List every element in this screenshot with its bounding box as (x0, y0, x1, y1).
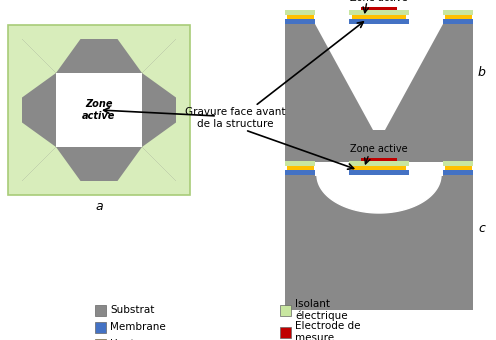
Bar (285, 10, 315, 15)
Bar (349, 19, 409, 24)
Text: b: b (478, 66, 486, 79)
Bar (287, 15, 313, 19)
Text: Heater: Heater (110, 339, 145, 340)
Bar (285, 170, 315, 175)
Polygon shape (118, 147, 176, 181)
Bar (287, 166, 313, 170)
Bar (285, 161, 315, 166)
Polygon shape (142, 39, 176, 98)
Text: Isolant
électrique: Isolant électrique (295, 299, 348, 321)
Bar (443, 10, 473, 15)
Bar (352, 166, 406, 170)
Text: Membrane: Membrane (110, 322, 166, 332)
Polygon shape (22, 39, 80, 73)
Polygon shape (22, 147, 80, 181)
Bar (95, 322, 106, 333)
Bar (280, 305, 291, 316)
Bar (56, 73, 142, 147)
Text: Substrat: Substrat (110, 305, 154, 315)
Bar (349, 161, 409, 166)
Bar (361, 158, 397, 161)
Text: Zone active: Zone active (350, 0, 408, 3)
Bar (22, 39, 176, 181)
Polygon shape (22, 39, 56, 98)
Bar (361, 7, 397, 10)
Bar (280, 327, 291, 338)
Bar (285, 24, 473, 162)
Polygon shape (315, 24, 443, 130)
Bar (443, 161, 473, 166)
Bar (443, 19, 473, 24)
Polygon shape (118, 39, 176, 73)
Text: a: a (95, 201, 103, 214)
Text: Gravure face avant
de la structure: Gravure face avant de la structure (185, 107, 285, 129)
Bar (285, 19, 315, 24)
Bar (349, 10, 409, 15)
Bar (444, 166, 472, 170)
Bar (56, 73, 142, 147)
Bar (444, 15, 472, 19)
Bar (443, 170, 473, 175)
Bar (352, 15, 406, 19)
Text: Zone active: Zone active (350, 144, 408, 154)
Text: Electrode de
mesure: Electrode de mesure (295, 321, 361, 340)
Text: c: c (478, 222, 485, 236)
Text: Zone
active: Zone active (82, 99, 116, 121)
Polygon shape (142, 122, 176, 181)
Polygon shape (22, 122, 56, 181)
Bar (8, 25, 190, 195)
Bar (95, 339, 106, 340)
Polygon shape (315, 175, 443, 213)
Bar (349, 170, 409, 175)
Bar (285, 175, 473, 310)
Bar (95, 305, 106, 316)
